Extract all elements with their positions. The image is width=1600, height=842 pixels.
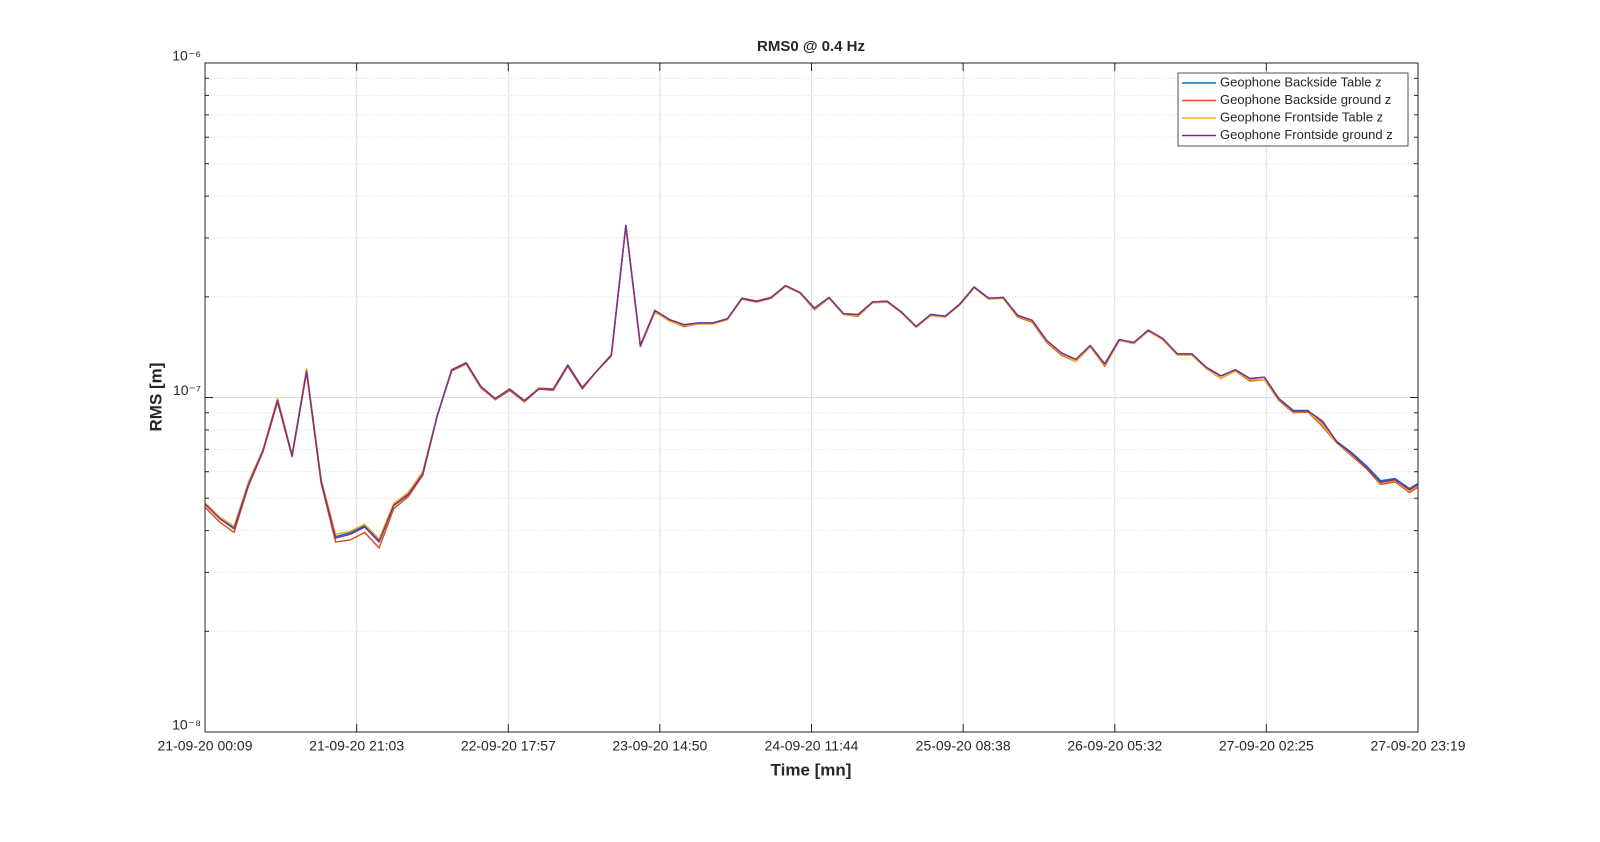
legend-label: Geophone Frontside Table z xyxy=(1220,109,1383,124)
x-tick-label: 25-09-20 08:38 xyxy=(916,738,1011,754)
x-axis-label: Time [mn] xyxy=(771,760,852,779)
chart-title: RMS0 @ 0.4 Hz xyxy=(757,38,865,55)
x-tick-label: 27-09-20 02:25 xyxy=(1219,738,1314,754)
x-tick-label: 23-09-20 14:50 xyxy=(612,738,707,754)
x-tick-label: 21-09-20 21:03 xyxy=(309,738,404,754)
x-tick-label: 22-09-20 17:57 xyxy=(461,738,556,754)
y-tick-label: 10⁻⁷ xyxy=(173,382,201,398)
legend-box xyxy=(1177,72,1409,147)
x-tick-label: 27-09-20 23:19 xyxy=(1371,738,1466,754)
axes: 10⁻⁸ 10⁻⁷ 10⁻⁶ 21-09-20 00:09 21-09-20 21:03… xyxy=(158,48,1466,754)
x-tick-label: 21-09-20 00:09 xyxy=(158,738,253,754)
legend-label: Geophone Backside ground z xyxy=(1220,92,1391,107)
lines xyxy=(204,224,1419,549)
series-line xyxy=(204,224,1419,543)
x-tick-label: 24-09-20 11:44 xyxy=(765,738,859,754)
y-tick-label: 10⁻⁶ xyxy=(172,48,201,64)
x-tick-label: 26-09-20 05:32 xyxy=(1067,738,1162,754)
legend-label: Geophone Frontside ground z xyxy=(1220,127,1393,142)
series-line xyxy=(204,224,1419,540)
legend-label: Geophone Backside Table z xyxy=(1220,74,1382,89)
y-axis-label: RMS [m] xyxy=(146,363,165,432)
y-tick-label: 10⁻⁸ xyxy=(172,717,201,733)
axes-box xyxy=(204,62,1419,733)
legend: Geophone Backside Table z Geophone Backsi… xyxy=(1177,72,1409,147)
